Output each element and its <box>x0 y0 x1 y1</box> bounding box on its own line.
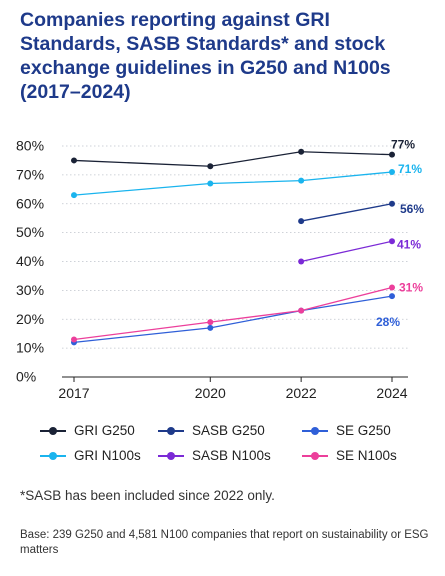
data-point <box>298 307 305 314</box>
legend-label: GRI G250 <box>74 423 135 438</box>
end-label: 31% <box>399 280 423 294</box>
y-tick-label: 20% <box>16 311 44 327</box>
grid-lines <box>62 145 408 349</box>
data-point <box>389 168 395 175</box>
y-tick-label: 70% <box>16 166 44 182</box>
y-tick-label: 60% <box>16 195 44 211</box>
legend-swatch <box>158 426 184 436</box>
y-axis-ticks: 0% 10% 20% 30% 40% 50% 60% 70% 80% <box>16 138 44 385</box>
data-point <box>389 293 395 300</box>
y-tick-label: 10% <box>16 340 44 356</box>
data-point <box>207 180 214 187</box>
series-line <box>73 151 393 167</box>
end-label: 56% <box>400 202 424 216</box>
y-tick-label: 30% <box>16 282 44 298</box>
legend-label: SASB G250 <box>192 423 265 438</box>
y-tick-label: 40% <box>16 253 44 269</box>
data-point <box>298 148 305 155</box>
series-line <box>301 203 393 222</box>
data-point <box>71 336 77 343</box>
series-gri-n100s: 71% <box>71 162 422 199</box>
legend-label: SE G250 <box>336 423 391 438</box>
series-line <box>73 286 393 341</box>
legend-item-se-g250: SE G250 <box>302 423 422 438</box>
y-tick-label: 80% <box>16 138 44 154</box>
data-point <box>389 151 395 158</box>
series-se-g250: 28% <box>71 293 400 346</box>
chart-title: Companies reporting against GRI Standard… <box>20 9 391 103</box>
x-tick-label: 2017 <box>58 385 89 401</box>
legend-label: SE N100s <box>336 448 397 463</box>
legend-item-se-n100s: SE N100s <box>302 448 422 463</box>
legend-item-gri-g250: GRI G250 <box>40 423 158 438</box>
legend-swatch <box>40 426 66 436</box>
y-tick-label: 50% <box>16 224 44 240</box>
x-tick-label: 2024 <box>376 385 407 401</box>
x-axis: 2017 2020 2022 2024 <box>58 376 408 401</box>
legend-item-gri-n100s: GRI N100s <box>40 448 158 463</box>
legend-row: GRI N100s SASB N100s SE N100s <box>40 443 430 468</box>
series-line <box>73 171 393 196</box>
legend-item-sasb-n100s: SASB N100s <box>158 448 302 463</box>
data-point <box>71 192 77 199</box>
data-point <box>298 258 305 265</box>
end-label: 28% <box>376 315 400 329</box>
series-sasb-n100s: 41% <box>298 237 421 265</box>
series-line <box>301 240 393 263</box>
x-tick-label: 2020 <box>195 385 226 401</box>
legend-label: SASB N100s <box>192 448 271 463</box>
data-point <box>71 157 77 164</box>
line-chart: 0%10%20%30%40%50%60%70%80% 2017 2020 2022 2… <box>16 138 424 402</box>
legend-item-sasb-g250: SASB G250 <box>158 423 302 438</box>
series-group: 77% 56% 28% 71% 41% 31% <box>71 138 424 346</box>
series-se-n100s: 31% <box>71 280 423 343</box>
footnote: *SASB has been included since 2022 only. <box>20 488 275 503</box>
series-sasb-g250: 56% <box>298 200 424 225</box>
legend-swatch <box>40 451 66 461</box>
end-label: 77% <box>391 138 415 152</box>
data-point <box>298 218 305 225</box>
y-tick-label: 0% <box>16 369 36 385</box>
data-point <box>207 319 214 326</box>
end-label: 71% <box>398 162 422 176</box>
legend-swatch <box>302 426 328 436</box>
legend-row: GRI G250 SASB G250 SE G250 <box>40 418 430 443</box>
data-point <box>298 177 305 184</box>
base-note: Base: 239 G250 and 4,581 N100 companies … <box>20 529 429 556</box>
series-line <box>73 295 393 343</box>
data-point <box>389 200 395 207</box>
legend-label: GRI N100s <box>74 448 141 463</box>
data-point <box>389 238 395 245</box>
legend-swatch <box>158 451 184 461</box>
x-tick-label: 2022 <box>286 385 317 401</box>
data-point <box>389 284 395 291</box>
legend-swatch <box>302 451 328 461</box>
data-point <box>207 163 214 170</box>
end-label: 41% <box>397 237 421 251</box>
series-gri-g250: 77% <box>71 138 415 170</box>
data-point <box>207 324 214 331</box>
chart-legend: GRI G250 SASB G250 SE G250 GRI N100s SAS… <box>40 418 430 468</box>
